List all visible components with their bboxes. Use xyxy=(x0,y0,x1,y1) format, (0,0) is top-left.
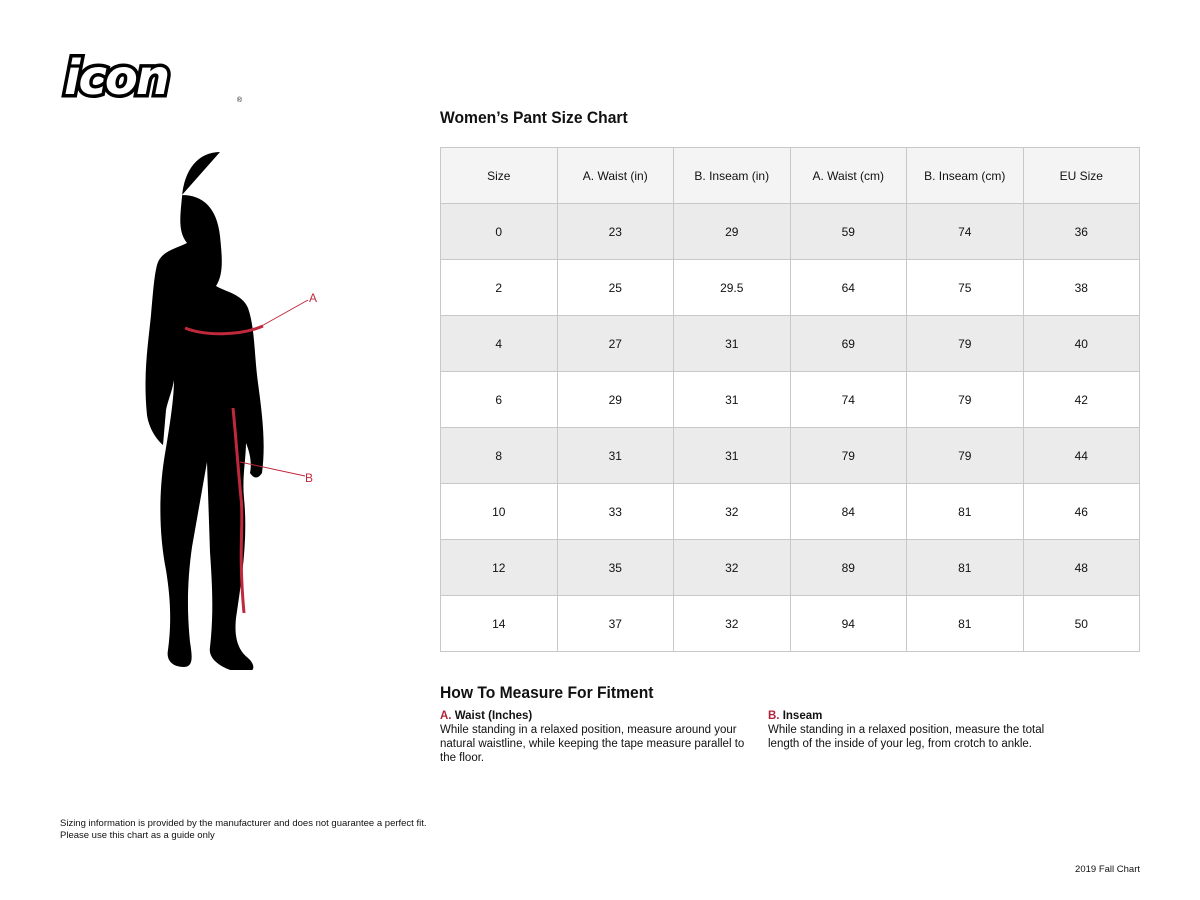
table-cell: 42 xyxy=(1022,371,1140,428)
table-cell: 84 xyxy=(789,483,907,540)
label-a: A xyxy=(309,291,317,305)
table-cell: 32 xyxy=(673,595,791,652)
table-cell: 37 xyxy=(556,595,674,652)
table-cell: 79 xyxy=(789,427,907,484)
inseam-instructions: B. Inseam While standing in a relaxed po… xyxy=(768,709,1078,751)
table-cell: 31 xyxy=(673,427,791,484)
table-cell: 89 xyxy=(789,539,907,596)
table-row: 4 27 31 69 79 40 xyxy=(440,315,1140,372)
column-header: B. Inseam (cm) xyxy=(906,147,1024,204)
table-cell: 79 xyxy=(906,371,1024,428)
table-cell: 81 xyxy=(906,539,1024,596)
table-cell: 35 xyxy=(556,539,674,596)
waist-measure-line xyxy=(184,324,264,336)
silhouette xyxy=(145,152,264,670)
table-cell: 46 xyxy=(1022,483,1140,540)
table-cell: 44 xyxy=(1022,427,1140,484)
table-cell: 25 xyxy=(556,259,674,316)
size-table: Size A. Waist (in) B. Inseam (in) A. Waist … xyxy=(440,147,1140,652)
woman-silhouette-figure: A B xyxy=(145,152,317,670)
table-cell: 31 xyxy=(673,315,791,372)
disclaimer-line: Sizing information is provided by the ma… xyxy=(60,818,427,829)
table-row: 14 37 32 94 81 50 xyxy=(440,595,1140,652)
table-cell: 12 xyxy=(440,539,558,596)
table-cell: 8 xyxy=(440,427,558,484)
table-cell: 2 xyxy=(440,259,558,316)
column-header: Size xyxy=(440,147,558,204)
table-cell: 64 xyxy=(789,259,907,316)
waist-text: While standing in a relaxed position, me… xyxy=(440,724,745,764)
table-cell: 69 xyxy=(789,315,907,372)
table-cell: 40 xyxy=(1022,315,1140,372)
registered-mark: ® xyxy=(236,97,242,104)
table-row: 2 25 29.5 64 75 38 xyxy=(440,259,1140,316)
inseam-heading-text: Inseam xyxy=(782,710,823,722)
inseam-letter: B. xyxy=(768,710,780,722)
table-cell: 81 xyxy=(906,595,1024,652)
table-cell: 32 xyxy=(673,483,791,540)
table-row: 0 23 29 59 74 36 xyxy=(440,203,1140,260)
table-cell: 79 xyxy=(906,315,1024,372)
waist-letter: A. xyxy=(440,710,452,722)
column-header: A. Waist (cm) xyxy=(789,147,907,204)
table-cell: 10 xyxy=(440,483,558,540)
table-row: 8 31 31 79 79 44 xyxy=(440,427,1140,484)
column-header: A. Waist (in) xyxy=(556,147,674,204)
table-cell: 59 xyxy=(789,203,907,260)
table-cell: 14 xyxy=(440,595,558,652)
waist-instructions: A. Waist (Inches) While standing in a re… xyxy=(440,709,750,765)
table-cell: 38 xyxy=(1022,259,1140,316)
table-cell: 6 xyxy=(440,371,558,428)
table-cell: 32 xyxy=(673,539,791,596)
table-cell: 48 xyxy=(1022,539,1140,596)
inseam-pointer-line xyxy=(239,461,306,477)
table-cell: 29 xyxy=(673,203,791,260)
table-cell: 0 xyxy=(440,203,558,260)
icon-logo: icon ® xyxy=(60,47,242,110)
table-row: 6 29 31 74 79 42 xyxy=(440,371,1140,428)
logo-text: icon xyxy=(60,47,173,110)
table-cell: 79 xyxy=(906,427,1024,484)
inseam-text: While standing in a relaxed position, me… xyxy=(768,724,1045,750)
disclaimer-line: Please use this chart as a guide only xyxy=(60,830,215,841)
table-cell: 36 xyxy=(1022,203,1140,260)
table-cell: 74 xyxy=(789,371,907,428)
table-cell: 74 xyxy=(906,203,1024,260)
inseam-heading: B. Inseam xyxy=(768,709,1078,723)
table-cell: 33 xyxy=(556,483,674,540)
table-cell: 31 xyxy=(673,371,791,428)
how-to-measure-title: How To Measure For Fitment xyxy=(440,683,654,702)
table-cell: 81 xyxy=(906,483,1024,540)
table-cell: 29 xyxy=(556,371,674,428)
chart-edition: 2019 Fall Chart xyxy=(1075,864,1140,875)
page-title: Women’s Pant Size Chart xyxy=(440,108,628,127)
waist-heading: A. Waist (Inches) xyxy=(440,709,750,723)
table-row: 12 35 32 89 81 48 xyxy=(440,539,1140,596)
column-header: B. Inseam (in) xyxy=(673,147,791,204)
table-header-row: Size A. Waist (in) B. Inseam (in) A. Waist … xyxy=(440,147,1140,204)
table-cell: 50 xyxy=(1022,595,1140,652)
table-cell: 31 xyxy=(556,427,674,484)
table-cell: 29.5 xyxy=(673,259,791,316)
table-row: 10 33 32 84 81 46 xyxy=(440,483,1140,540)
disclaimer: Sizing information is provided by the ma… xyxy=(60,818,427,842)
waist-pointer-line xyxy=(257,299,309,329)
table-cell: 23 xyxy=(556,203,674,260)
column-header: EU Size xyxy=(1022,147,1140,204)
waist-heading-text: Waist (Inches) xyxy=(454,710,533,722)
inseam-measure-line xyxy=(231,407,246,614)
label-b: B xyxy=(305,471,313,485)
table-cell: 75 xyxy=(906,259,1024,316)
table-cell: 4 xyxy=(440,315,558,372)
table-cell: 27 xyxy=(556,315,674,372)
table-cell: 94 xyxy=(789,595,907,652)
